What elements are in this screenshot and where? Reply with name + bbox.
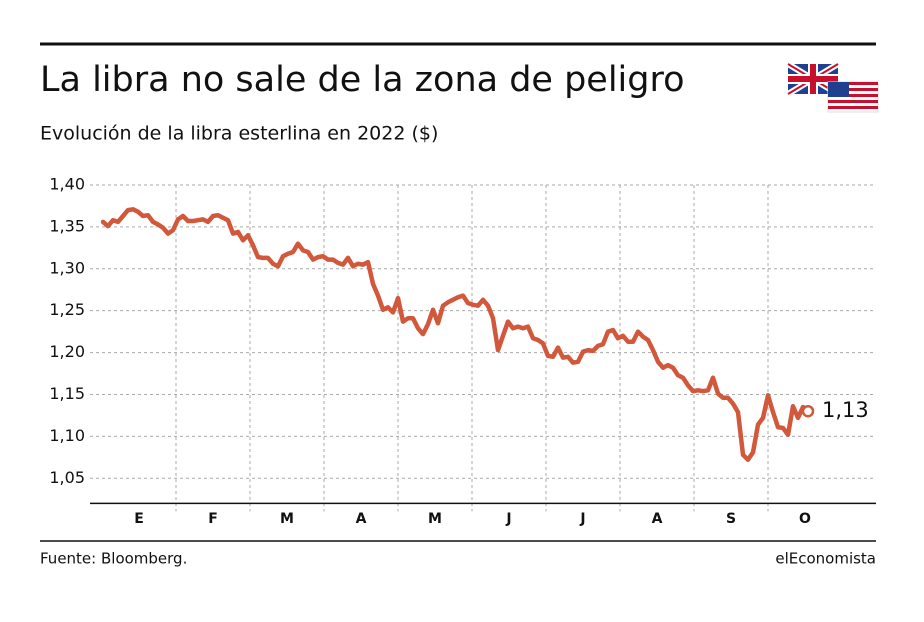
chart-subtitle: Evolución de la libra esterlina en 2022 … [40, 123, 438, 145]
flag-us [827, 81, 879, 113]
y-tick-label: 1,20 [49, 342, 85, 361]
flag-uk [786, 61, 840, 97]
x-tick-label: J [505, 511, 511, 527]
price-line [100, 207, 811, 463]
x-tick-label: J [579, 511, 585, 527]
x-tick-label: M [428, 511, 442, 527]
y-tick-label: 1,40 [49, 175, 85, 194]
x-tick-label: S [726, 511, 736, 527]
end-label: 1,13 [822, 398, 869, 422]
x-tick-label: F [208, 511, 218, 527]
source: Fuente: Bloomberg. [40, 550, 187, 568]
x-tick-label: A [356, 511, 367, 527]
x-tick-label: O [799, 511, 811, 527]
y-tick-label: 1,35 [49, 216, 85, 235]
y-tick-label: 1,10 [49, 426, 85, 445]
y-tick-label: 1,25 [49, 300, 85, 319]
x-tick-label: E [134, 511, 144, 527]
y-tick-label: 1,05 [49, 468, 85, 487]
end-marker [801, 404, 815, 418]
y-tick-label: 1,15 [49, 384, 85, 403]
x-tick-label: M [280, 511, 294, 527]
x-tick-label: A [652, 511, 663, 527]
brand: elEconomista [775, 550, 876, 568]
y-tick-label: 1,30 [49, 258, 85, 277]
chart-title: La libra no sale de la zona de peligro [40, 60, 685, 100]
